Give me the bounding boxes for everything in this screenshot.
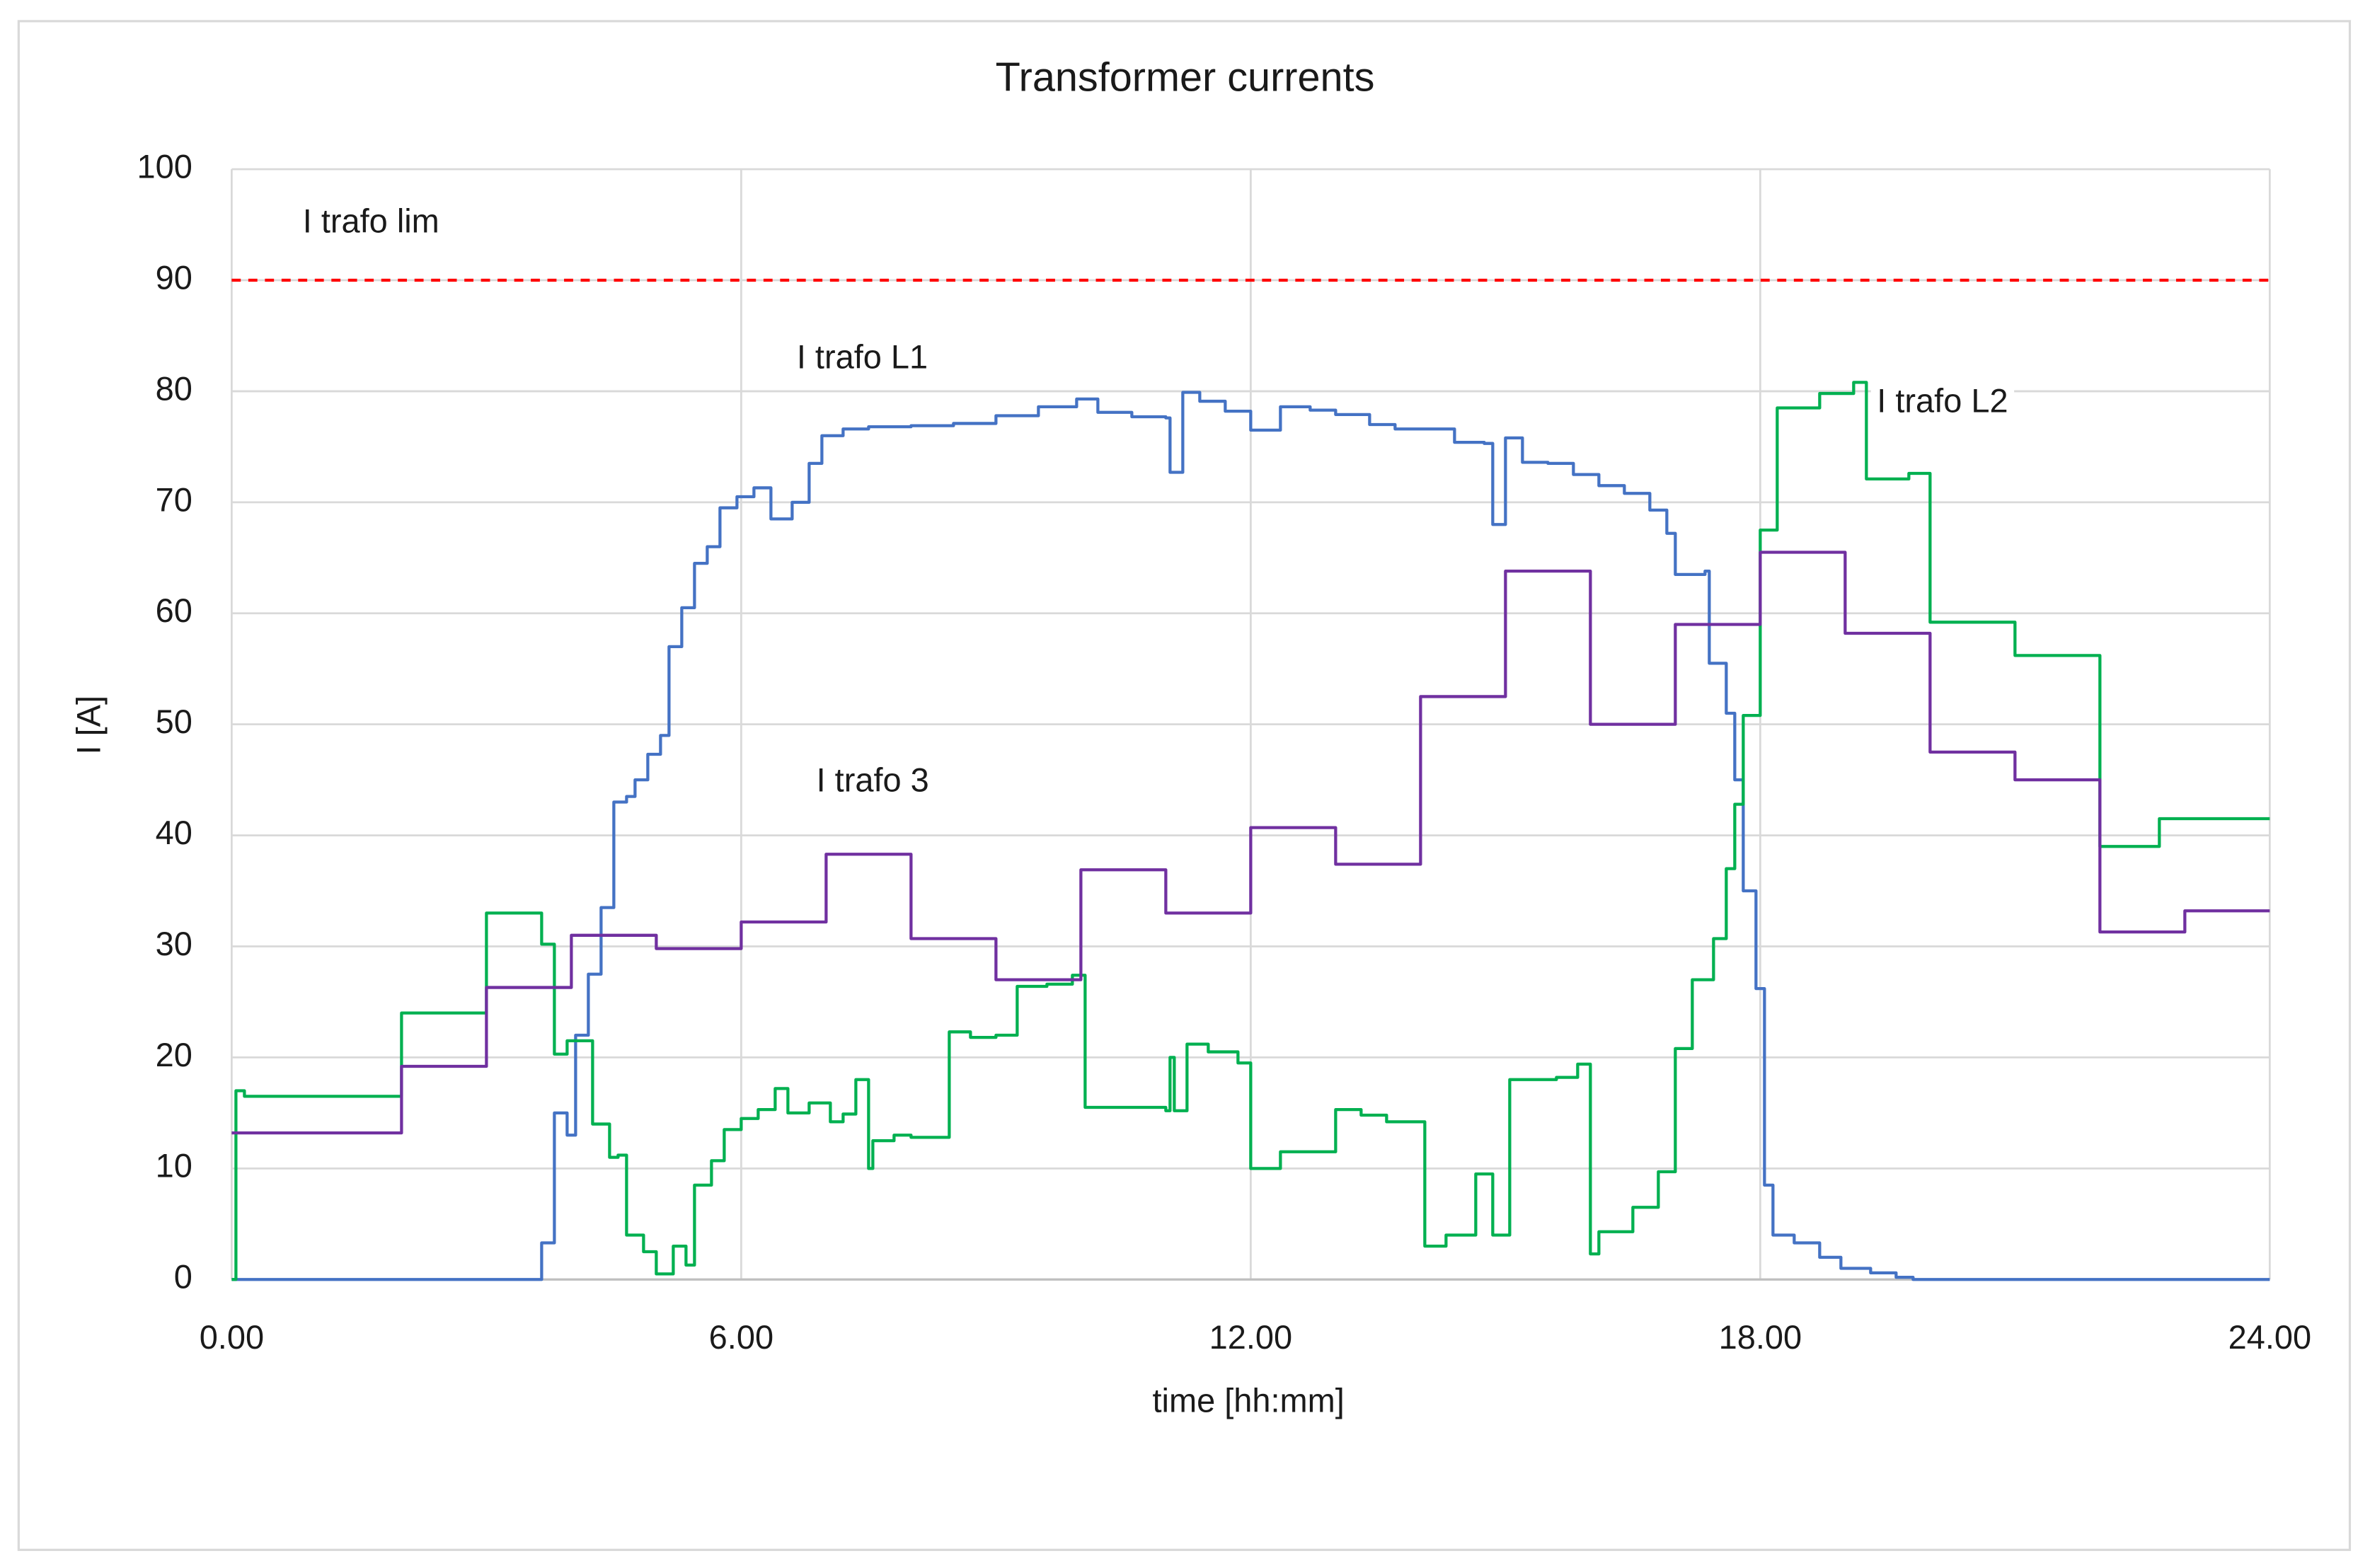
x-tick-label: 24.00 — [2228, 1318, 2312, 1356]
y-tick-label: 0 — [174, 1258, 192, 1296]
y-tick-label: 40 — [156, 814, 192, 851]
x-tick-label: 6.00 — [709, 1318, 773, 1356]
y-tick-label: 90 — [156, 258, 192, 296]
series-label-bg — [790, 335, 934, 379]
series-line — [231, 391, 2270, 1281]
series-label: I trafo lim — [303, 202, 439, 239]
y-tick-label: 10 — [156, 1147, 192, 1184]
x-axis-label: time [hh:mm] — [1152, 1382, 1344, 1419]
chart-frame — [17, 20, 2352, 1551]
series-line — [231, 381, 2270, 1281]
series-label: I trafo L2 — [1877, 381, 2008, 419]
series-label-bg — [810, 758, 936, 802]
y-tick-label: 70 — [156, 480, 192, 518]
y-tick-label: 80 — [156, 369, 192, 407]
x-tick-label: 0.00 — [200, 1318, 264, 1356]
y-tick-label: 100 — [137, 148, 192, 185]
y-tick-label: 50 — [156, 703, 192, 740]
y-tick-label: 20 — [156, 1036, 192, 1073]
series-label-bg — [1870, 379, 2015, 422]
chart-title: Transformer currents — [996, 54, 1375, 100]
series-line — [231, 550, 2270, 1135]
series-label-bg — [297, 199, 446, 243]
y-axis-label: I [A] — [69, 696, 107, 755]
series-label: I trafo 3 — [817, 761, 929, 798]
x-tick-label: 12.00 — [1209, 1318, 1293, 1356]
series-label: I trafo L1 — [797, 338, 928, 376]
y-tick-label: 30 — [156, 925, 192, 962]
x-tick-label: 18.00 — [1719, 1318, 1802, 1356]
y-tick-label: 60 — [156, 592, 192, 629]
